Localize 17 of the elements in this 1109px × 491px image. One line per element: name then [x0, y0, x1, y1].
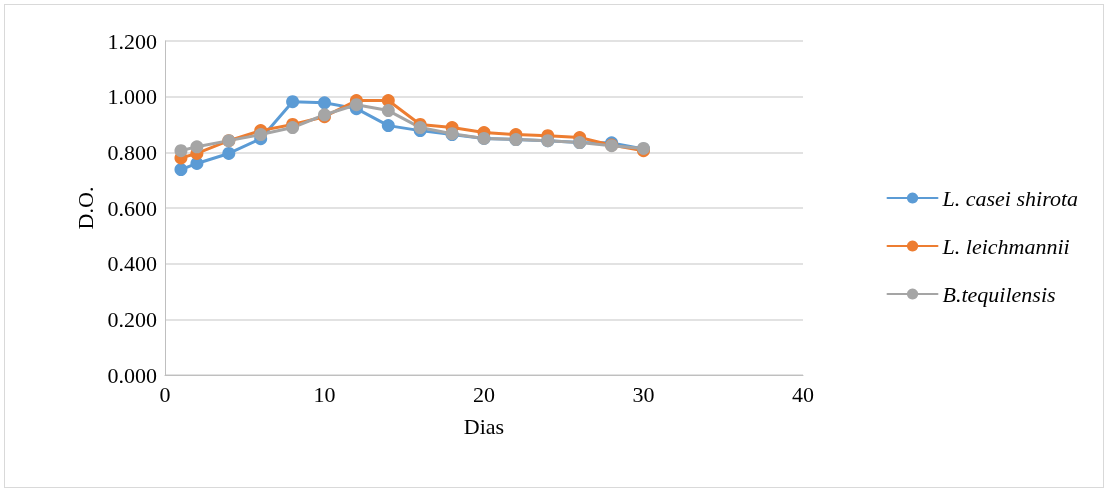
y-tick-label: 0.000 — [107, 362, 157, 388]
x-tick-label: 0 — [159, 381, 171, 407]
y-tick-label: 0.800 — [107, 139, 157, 165]
y-axis-title: D.O. — [73, 186, 99, 230]
y-tick-label: 0.400 — [107, 251, 157, 277]
y-tick-label: 0.600 — [107, 195, 157, 221]
y-tick-label: 1.200 — [107, 28, 157, 54]
x-tick-label: 40 — [792, 381, 814, 407]
x-tick-label: 20 — [473, 381, 495, 407]
y-tick-label: 0.200 — [107, 306, 157, 332]
x-tick-label: 30 — [632, 381, 655, 407]
y-tick-label: 1.000 — [107, 84, 157, 110]
x-axis-title: Dias — [463, 413, 505, 439]
legend-label: L. leichmannii — [941, 233, 1070, 259]
legend-label: L. casei shirota — [941, 185, 1079, 211]
legend-label: B.tequilensis — [942, 281, 1056, 307]
x-tick-label: 10 — [313, 381, 336, 407]
